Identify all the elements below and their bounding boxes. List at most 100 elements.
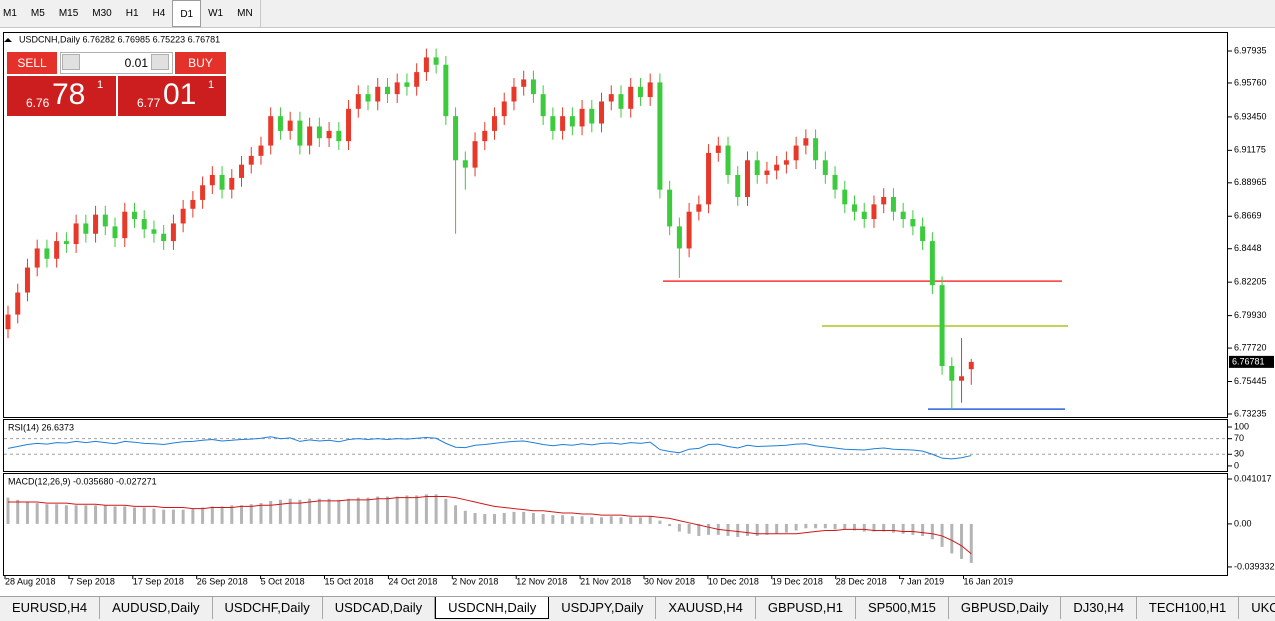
chart-tab[interactable]: SP500,M15 [856,597,949,619]
macd-bar [638,517,642,524]
lot-decrease[interactable] [62,54,80,70]
buy-price-box[interactable]: 6.77 01 1 [118,76,226,116]
candle-body [200,185,206,200]
macd-bar [950,523,954,554]
macd-bar [298,499,302,524]
candle-body [336,130,342,142]
timeframe-button[interactable]: W1 [208,8,224,19]
candle-body [112,226,118,239]
macd-bar [308,498,312,524]
candle-body [696,204,702,212]
price-pane [3,32,1228,418]
timeframe-button[interactable]: D1 [172,0,202,27]
candle-body [63,241,69,245]
chart-tab[interactable]: EURUSD,H4 [0,597,101,619]
timeframe-button[interactable]: H4 [152,8,166,19]
y-tick-label: 6.8669 [1234,211,1262,221]
macd-bar [590,517,594,524]
chart-tab[interactable]: GBPUSD,H1 [756,597,856,619]
candle-body [715,145,721,153]
sell-price-prefix: 6.76 [26,96,50,110]
lot-increase[interactable] [151,54,169,70]
candle-body [433,57,439,65]
chart-tab[interactable]: USDCAD,Daily [323,597,436,619]
macd-bar [395,496,399,524]
macd-bar [745,523,749,536]
x-tick-label: 17 Sep 2018 [133,576,184,586]
candle-body [822,160,828,175]
candle-body [404,82,410,87]
candle-body [44,248,50,259]
chart-tab[interactable]: USDCNH,Daily [435,597,550,619]
macd-pane [3,473,1228,576]
y-tick-label: -0.039332 [1234,561,1275,571]
timeframe-button[interactable]: M5 [30,8,45,19]
macd-bar [405,495,409,524]
candle-body [54,241,60,259]
candle-body [394,82,400,95]
macd-bar [103,505,107,524]
macd-bar [697,523,701,536]
y-tick-label: 6.75445 [1234,376,1267,386]
chart-background [0,28,1275,596]
candle-body [900,211,906,220]
macd-bar [580,516,584,524]
chart-tab[interactable]: GBPUSD,Daily [949,597,1062,619]
chart-tab[interactable]: TECH100,H1 [1137,597,1240,619]
macd-bar [376,496,380,524]
sell-button[interactable]: SELL [7,52,57,74]
macd-bar [823,523,827,529]
candle-body [34,248,40,268]
sell-price-box[interactable]: 6.76 78 1 [7,76,116,116]
macd-bar [609,516,613,524]
macd-bar [113,506,117,524]
price-tag-label: 6.76781 [1232,356,1265,366]
macd-bar [726,523,730,536]
y-tick-label: 6.93450 [1234,111,1267,121]
chart-tab[interactable]: AUDUSD,Daily [100,597,213,619]
chart-tab[interactable]: USDCHF,Daily [213,597,323,619]
chart-tab[interactable]: UKOil,H1 [1239,597,1275,619]
candle-body [122,211,128,239]
macd-bar [415,495,419,524]
timeframe-button[interactable]: MN [237,8,253,19]
macd-bar [541,514,545,524]
macd-bar [561,515,565,524]
x-tick-label: 21 Nov 2018 [580,576,631,586]
macd-bar [171,509,175,524]
candle-body [15,292,21,315]
timeframe-button[interactable]: M15 [58,8,79,19]
collapse-arrow [4,38,12,42]
chart-tab[interactable]: USDJPY,Daily [549,597,657,619]
timeframe-button[interactable]: M1 [3,8,17,19]
macd-bar [707,523,711,535]
buy-button[interactable]: BUY [175,52,226,74]
macd-bar [327,498,331,524]
macd-bar [872,523,876,532]
candle-body [93,214,99,234]
candle-body [540,94,546,117]
y-tick-label: 0.00 [1234,518,1252,528]
macd-bar [570,516,574,524]
timeframe-button[interactable]: H1 [125,8,139,19]
macd-bar [940,523,944,547]
macd-bar [132,507,136,524]
candle-body [277,116,283,131]
macd-bar [181,509,185,524]
timeframe-button[interactable]: M30 [92,8,112,19]
chart-tab[interactable]: XAUUSD,H4 [656,597,756,619]
candle-body [637,86,643,98]
macd-bar [25,502,29,524]
x-tick-label: 28 Dec 2018 [836,576,887,586]
candle-body [482,130,488,142]
y-tick-label: 6.88965 [1234,177,1267,187]
x-tick-label: 7 Jan 2019 [900,576,945,586]
lot-input[interactable]: 0.01 [60,52,173,74]
candle-body [365,94,371,102]
chart-tabs: EURUSD,H4 AUDUSD,Daily USDCHF,Daily USDCAD,… [0,596,1275,621]
macd-bar [794,523,798,531]
buy-price-fraction: 1 [208,79,215,91]
chart-tab[interactable]: DJ30,H4 [1061,597,1137,619]
candle-body [375,86,381,102]
